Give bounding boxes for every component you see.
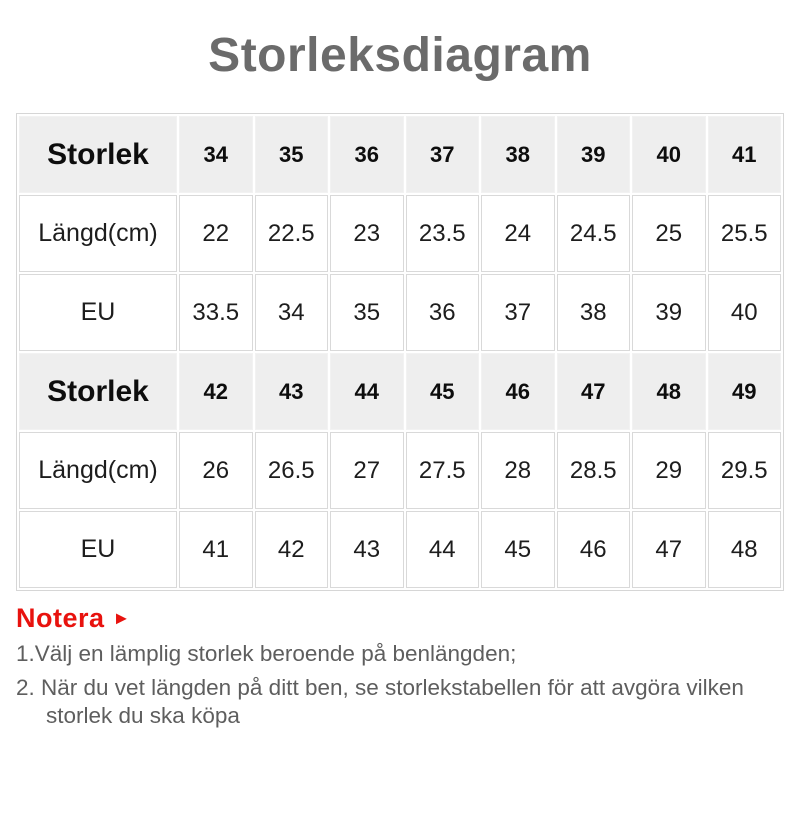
eu-size-cell: 37: [481, 274, 555, 351]
length-cell: 23.5: [405, 195, 479, 272]
size-cell: 38: [481, 116, 555, 193]
length-cell: 24.5: [556, 195, 630, 272]
length-cell: 26.5: [254, 432, 328, 509]
eu-size-cell: 38: [556, 274, 630, 351]
size-cell: 41: [707, 116, 781, 193]
table-row-storlek-2: Storlek 42 43 44 45 46 47 48 49: [19, 353, 781, 430]
length-cell: 28: [481, 432, 555, 509]
eu-size-cell: 46: [556, 511, 630, 588]
notes-section: Notera ► 1.Välj en lämplig storlek beroen…: [16, 602, 784, 730]
eu-size-cell: 43: [330, 511, 404, 588]
length-cell: 29.5: [707, 432, 781, 509]
length-cell: 22.5: [254, 195, 328, 272]
length-cell: 25: [632, 195, 706, 272]
notes-heading: Notera ►: [16, 602, 784, 634]
notes-heading-label: Notera: [16, 603, 105, 633]
length-cell: 25.5: [707, 195, 781, 272]
length-cell: 27.5: [405, 432, 479, 509]
table-row-eu-1: EU 33.5 34 35 36 37 38 39 40: [19, 274, 781, 351]
size-cell: 44: [330, 353, 404, 430]
length-cell: 26: [179, 432, 253, 509]
eu-size-cell: 47: [632, 511, 706, 588]
eu-size-cell: 44: [405, 511, 479, 588]
table-row-storlek-1: Storlek 34 35 36 37 38 39 40 41: [19, 116, 781, 193]
eu-size-cell: 40: [707, 274, 781, 351]
row-label-cell: Storlek: [19, 353, 177, 430]
size-cell: 45: [405, 353, 479, 430]
table-row-langd-1: Längd(cm) 22 22.5 23 23.5 24 24.5 25 25.…: [19, 195, 781, 272]
size-cell: 35: [254, 116, 328, 193]
length-cell: 22: [179, 195, 253, 272]
length-cell: 29: [632, 432, 706, 509]
size-cell: 39: [556, 116, 630, 193]
page-title: Storleksdiagram: [208, 29, 592, 82]
size-table: Storlek 34 35 36 37 38 39 40 41 Längd(cm…: [16, 113, 784, 591]
size-cell: 42: [179, 353, 253, 430]
eu-size-cell: 41: [179, 511, 253, 588]
length-cell: 27: [330, 432, 404, 509]
row-label-cell: Längd(cm): [19, 432, 177, 509]
row-label-cell: EU: [19, 274, 177, 351]
eu-size-cell: 35: [330, 274, 404, 351]
table-row-langd-2: Längd(cm) 26 26.5 27 27.5 28 28.5 29 29.…: [19, 432, 781, 509]
row-label-cell: EU: [19, 511, 177, 588]
size-cell: 40: [632, 116, 706, 193]
row-label-cell: Längd(cm): [19, 195, 177, 272]
size-cell: 49: [707, 353, 781, 430]
length-cell: 28.5: [556, 432, 630, 509]
size-cell: 34: [179, 116, 253, 193]
eu-size-cell: 33.5: [179, 274, 253, 351]
note-item-1: 1.Välj en lämplig storlek beroende på be…: [16, 641, 517, 666]
size-cell: 37: [405, 116, 479, 193]
eu-size-cell: 45: [481, 511, 555, 588]
eu-size-cell: 42: [254, 511, 328, 588]
size-cell: 36: [330, 116, 404, 193]
eu-size-cell: 34: [254, 274, 328, 351]
note-item-2: 2. När du vet längden på ditt ben, se st…: [16, 675, 744, 728]
length-cell: 23: [330, 195, 404, 272]
size-cell: 46: [481, 353, 555, 430]
size-chart-page: Storleksdiagram Storlek 34 35 36 37 38 3…: [0, 26, 800, 826]
row-label-cell: Storlek: [19, 116, 177, 193]
size-cell: 47: [556, 353, 630, 430]
eu-size-cell: 39: [632, 274, 706, 351]
eu-size-cell: 48: [707, 511, 781, 588]
size-cell: 43: [254, 353, 328, 430]
table-row-eu-2: EU 41 42 43 44 45 46 47 48: [19, 511, 781, 588]
length-cell: 24: [481, 195, 555, 272]
arrow-right-icon: ►: [112, 608, 131, 628]
eu-size-cell: 36: [405, 274, 479, 351]
size-cell: 48: [632, 353, 706, 430]
